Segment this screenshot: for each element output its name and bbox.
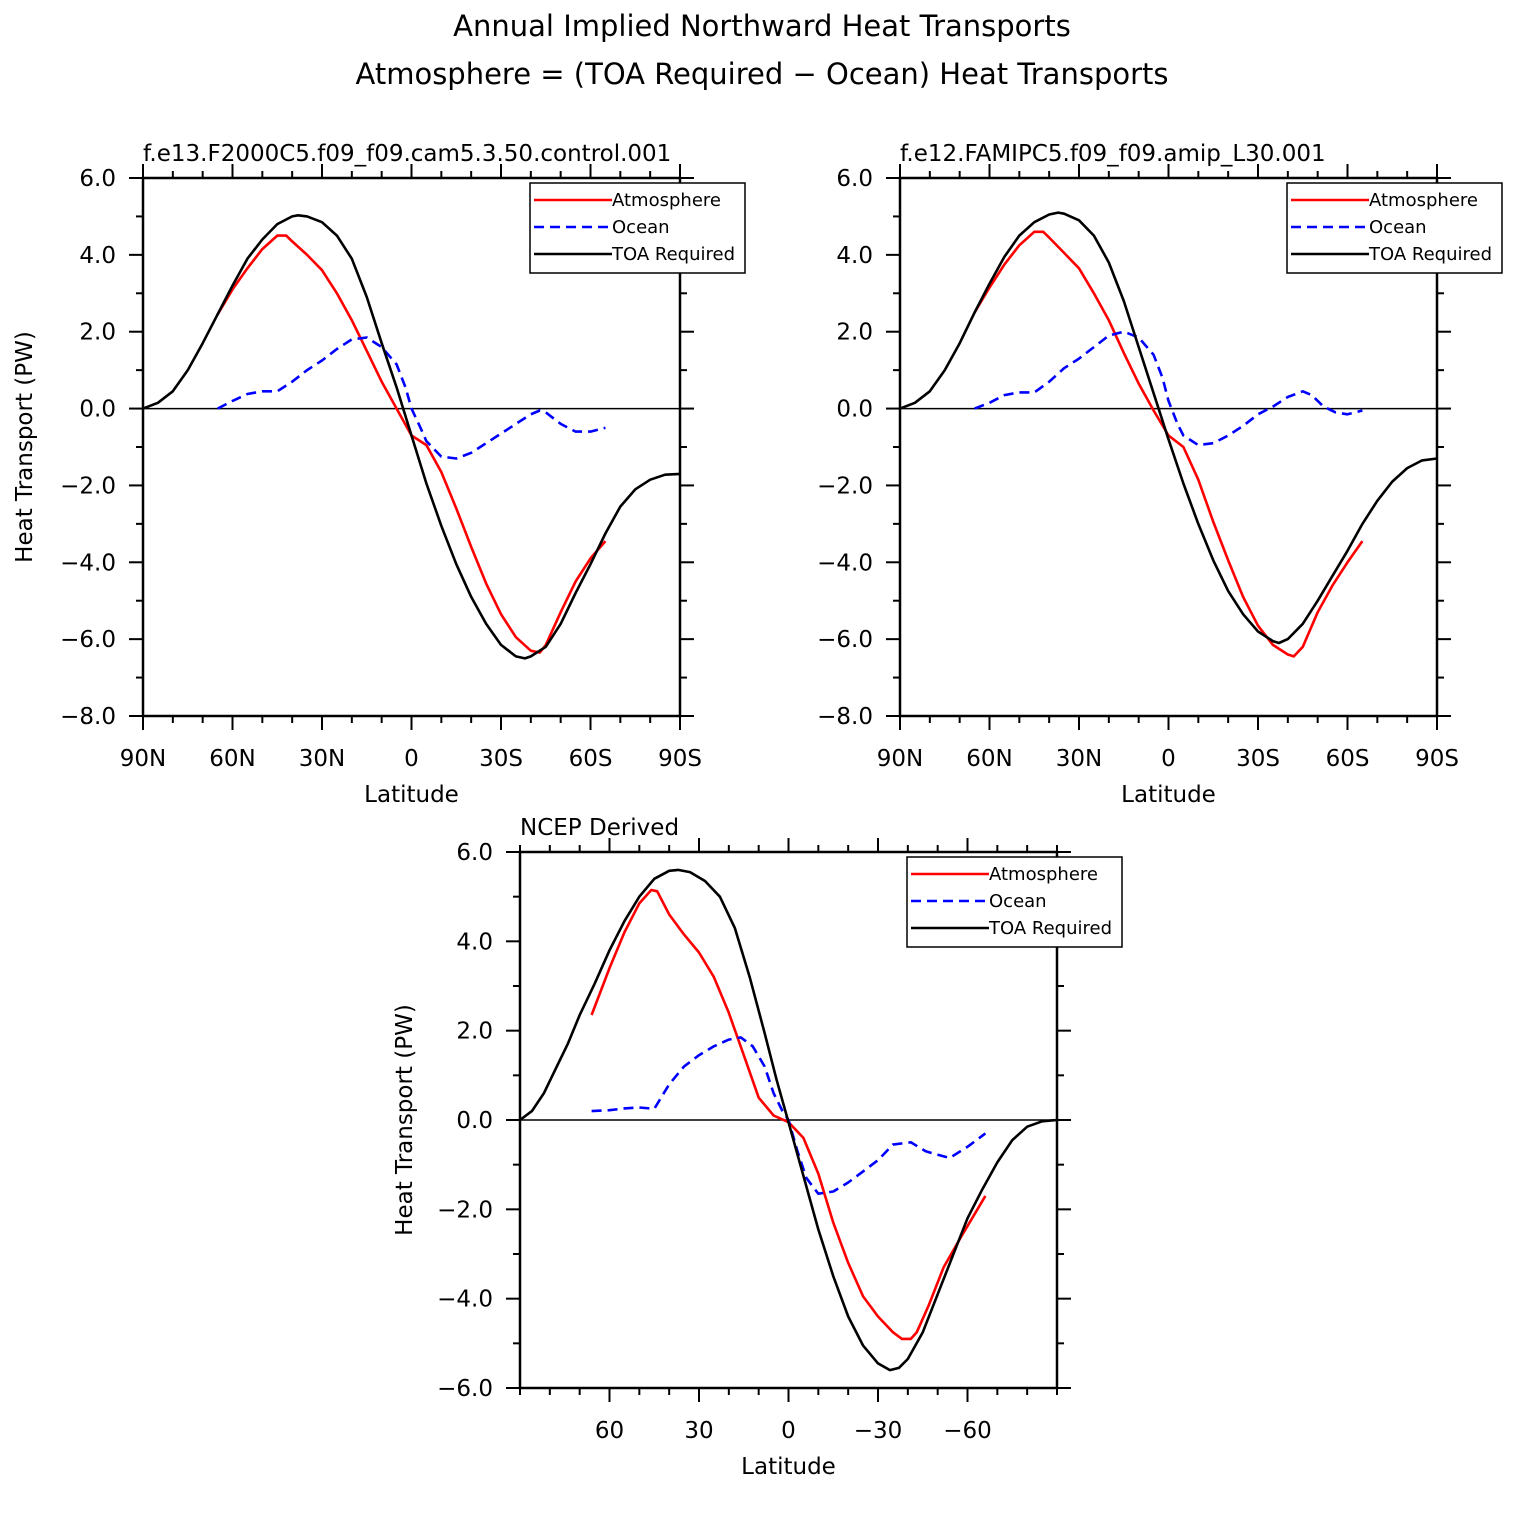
legend: Atmosphere Ocean TOA Required [1286, 182, 1503, 274]
y-tick-label: 4.0 [456, 929, 493, 955]
x-tick-label: −60 [943, 1418, 992, 1444]
panel-cam5-control: f.e13.F2000C5.f09_f09.cam5.3.50.control.… [12, 141, 746, 808]
legend-box [906, 856, 1123, 948]
y-tick-label: −4.0 [437, 1287, 493, 1313]
legend-label-atmosphere: Atmosphere [1369, 190, 1478, 211]
panel-title: NCEP Derived [520, 815, 679, 841]
x-tick-label: 30S [479, 746, 523, 772]
legend-box [529, 182, 746, 274]
legend-label-ocean: Ocean [989, 891, 1047, 912]
x-tick-label: 90N [877, 746, 923, 772]
series-line-toa-required [519, 868, 1058, 1372]
y-tick-label: −4.0 [60, 550, 116, 576]
panel-ncep-derived: NCEP Derived 60 30 0 −30 −60 6.0 4.0 2.0 0.0 −2.0 −… [392, 815, 1123, 1480]
y-axis-label: Heat Transport (PW) [392, 1004, 418, 1236]
y-tick-label: 6.0 [836, 166, 873, 192]
x-axis-label: Latitude [364, 782, 459, 808]
legend: Atmosphere Ocean TOA Required [529, 182, 746, 274]
x-tick-label: 60 [595, 1418, 624, 1444]
x-tick-label: 90S [1415, 746, 1459, 772]
y-axis-label: Heat Transport (PW) [12, 331, 38, 563]
y-tick-label: 6.0 [456, 840, 493, 866]
x-tick-label: 90N [120, 746, 166, 772]
legend: Atmosphere Ocean TOA Required [906, 856, 1123, 948]
y-tick-label: −2.0 [60, 473, 116, 499]
series-line-toa-required [899, 211, 1438, 645]
y-tick-label: 0.0 [456, 1108, 493, 1134]
series-line-ocean [974, 330, 1363, 447]
x-tick-label: 90S [658, 746, 702, 772]
legend-label-toa-required: TOA Required [1368, 244, 1492, 265]
x-tick-label: 30N [1056, 746, 1102, 772]
x-tick-label: 60N [209, 746, 255, 772]
x-tick-label: −30 [854, 1418, 903, 1444]
y-tick-label: −8.0 [817, 704, 873, 730]
y-tick-label: 2.0 [456, 1019, 493, 1045]
series-line-toa-required [142, 214, 681, 660]
y-tick-label: 2.0 [836, 320, 873, 346]
x-tick-label: 0 [404, 746, 419, 772]
x-tick-label: 60S [1326, 746, 1370, 772]
legend-label-toa-required: TOA Required [611, 244, 735, 265]
y-tick-label: −8.0 [60, 704, 116, 730]
legend-box [1286, 182, 1503, 274]
x-tick-label: 30N [299, 746, 345, 772]
legend-label-atmosphere: Atmosphere [612, 190, 721, 211]
y-tick-label: −4.0 [817, 550, 873, 576]
panel-famipc5-amip: f.e12.FAMIPC5.f09_f09.amip_L30.001 90N 60N… [817, 141, 1503, 808]
figure-title-line2: Atmosphere = (TOA Required − Ocean) Heat… [356, 57, 1169, 91]
y-tick-label: 4.0 [79, 243, 116, 269]
x-axis-label: Latitude [741, 1454, 836, 1480]
y-tick-label: −6.0 [437, 1376, 493, 1402]
y-tick-label: 6.0 [79, 166, 116, 192]
x-tick-label: 60S [569, 746, 613, 772]
legend-label-ocean: Ocean [1369, 217, 1427, 238]
x-tick-label: 30S [1236, 746, 1280, 772]
x-tick-label: 0 [1161, 746, 1176, 772]
series-line-ocean [591, 1036, 987, 1195]
y-tick-label: −6.0 [817, 627, 873, 653]
panel-title: f.e12.FAMIPC5.f09_f09.amip_L30.001 [900, 141, 1326, 167]
x-tick-label: 0 [781, 1418, 796, 1444]
y-tick-label: 0.0 [836, 397, 873, 423]
panel-title: f.e13.F2000C5.f09_f09.cam5.3.50.control.… [143, 141, 671, 167]
legend-label-atmosphere: Atmosphere [989, 864, 1098, 885]
figure-title-line1: Annual Implied Northward Heat Transports [453, 9, 1071, 43]
y-tick-label: 4.0 [836, 243, 873, 269]
legend-label-ocean: Ocean [612, 217, 670, 238]
y-tick-label: 2.0 [79, 320, 116, 346]
y-tick-label: −6.0 [60, 627, 116, 653]
legend-label-toa-required: TOA Required [988, 918, 1112, 939]
y-tick-label: 0.0 [79, 397, 116, 423]
x-tick-label: 60N [966, 746, 1012, 772]
y-tick-label: −2.0 [817, 473, 873, 499]
x-tick-label: 30 [684, 1418, 713, 1444]
x-axis-label: Latitude [1121, 782, 1216, 808]
y-tick-label: −2.0 [437, 1197, 493, 1223]
